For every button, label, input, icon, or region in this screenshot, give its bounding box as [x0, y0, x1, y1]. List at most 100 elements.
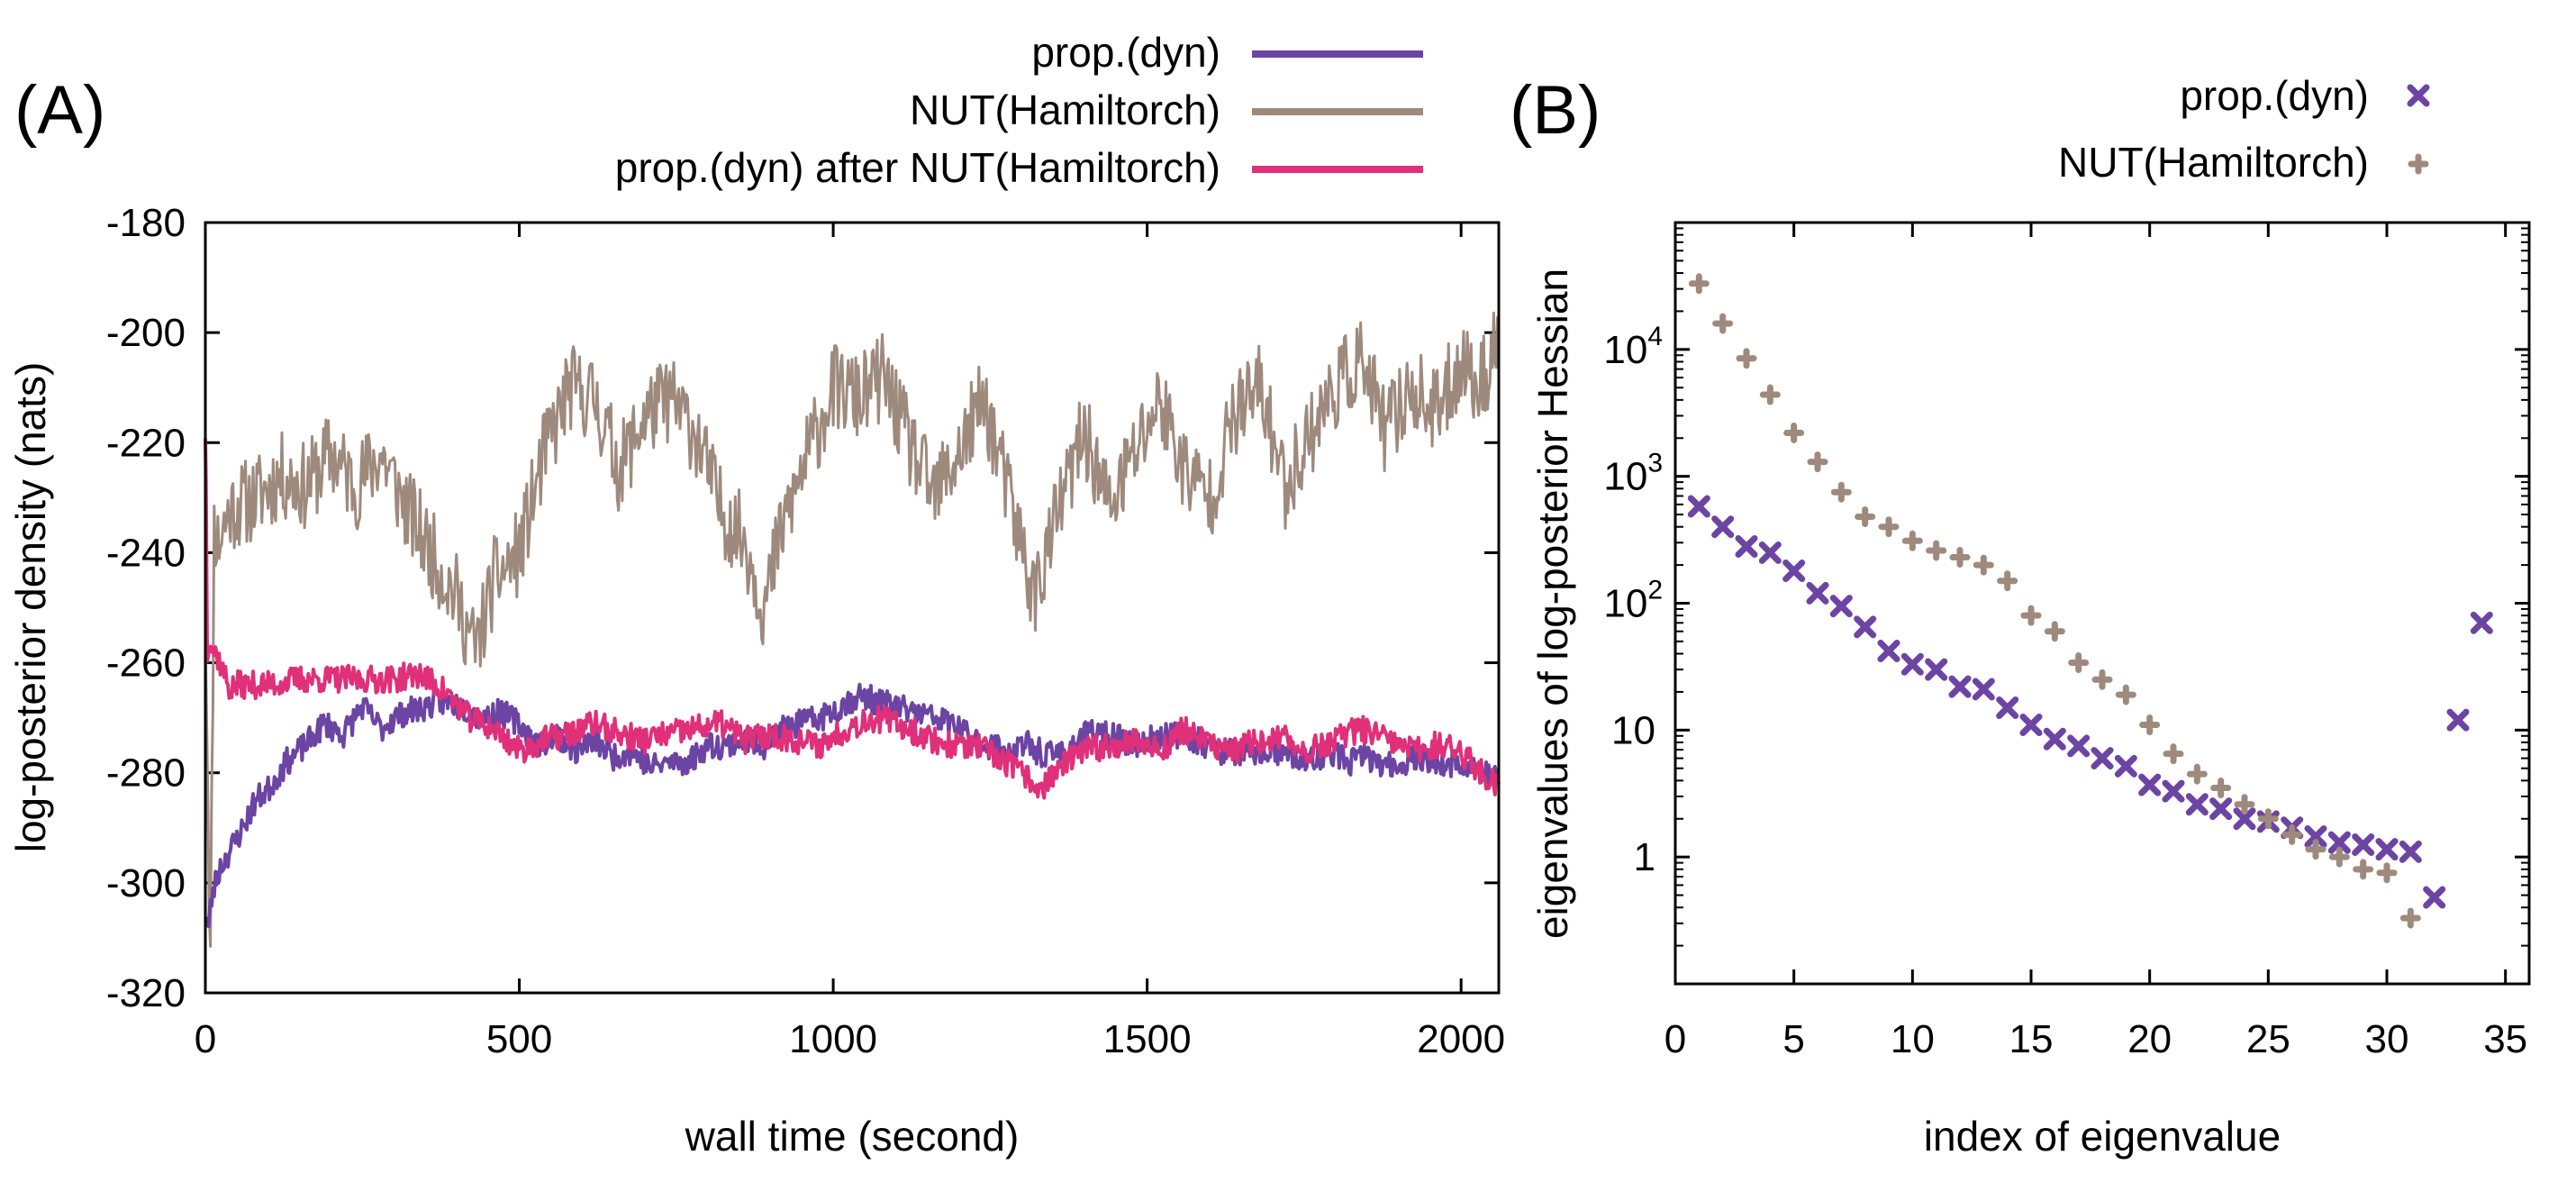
- legend-a-prop-label: prop.(dyn): [1031, 29, 1220, 76]
- y-tick-label-b-exp: 3: [1647, 449, 1663, 478]
- point-nut: [1855, 506, 1876, 528]
- y-tick-label-b-exp: 2: [1647, 576, 1663, 605]
- x-axis-label-b: index of eigenvalue: [1924, 1113, 2281, 1160]
- axis-ticks-a: 0 500 1000 1500 2000 -180 -200 -220 -240 -260 -280…: [106, 201, 1505, 1061]
- x-tick-label-a: 2000: [1417, 1017, 1505, 1061]
- point-prop: [2162, 779, 2185, 803]
- point-prop: [1782, 560, 1806, 583]
- y-tick-label-a: -260: [106, 641, 186, 686]
- point-nut: [1783, 422, 1805, 443]
- point-nut: [2186, 763, 2208, 785]
- chart-b: (B) prop.(dyn) NUT(Hamiltorch) 0 5 10 15 20 2…: [1510, 72, 2531, 1160]
- legend-b-prop-marker: [2407, 84, 2430, 107]
- series-line-nut: [204, 311, 1501, 948]
- point-prop: [2446, 708, 2470, 732]
- point-prop: [2352, 833, 2375, 857]
- point-prop: [2304, 824, 2327, 848]
- point-prop: [1829, 595, 1853, 618]
- point-nut: [1759, 384, 1781, 405]
- x-tick-label-b: 15: [2009, 1017, 2054, 1061]
- point-prop: [2067, 734, 2091, 758]
- point-nut: [2281, 823, 2303, 845]
- point-nut: [2210, 778, 2232, 799]
- y-axis-label-b: eigenvalues of log-posterior Hessian: [1529, 268, 1576, 939]
- y-tick-label-a: -220: [106, 421, 186, 465]
- plot-frame-b: [1673, 221, 2531, 986]
- point-nut: [2257, 808, 2279, 830]
- point-prop: [2091, 747, 2114, 770]
- point-prop: [1854, 615, 1877, 639]
- y-tick-label-a: -320: [106, 971, 186, 1015]
- point-nut: [2163, 743, 2184, 765]
- y-axis-label-a: log-posterior density (nats): [7, 362, 54, 853]
- point-prop: [1687, 495, 1710, 518]
- x-tick-label-b: 20: [2127, 1017, 2172, 1061]
- point-nut: [1736, 348, 1757, 369]
- point-nut: [2353, 859, 2374, 880]
- point-nut: [2234, 794, 2255, 815]
- y-tick-label-a: -200: [106, 311, 186, 355]
- chart-a: (A) prop.(dyn) NUT(Hamiltorch) prop.(dyn…: [7, 29, 1505, 1160]
- point-nut: [1949, 547, 1971, 569]
- point-nut: [2091, 669, 2113, 690]
- point-nut: [1997, 570, 2018, 592]
- point-prop: [2185, 793, 2209, 816]
- point-prop: [1996, 696, 2019, 720]
- panel-b-label: (B): [1510, 72, 1601, 149]
- y-tick-label-b: 103: [1603, 449, 1663, 499]
- point-prop: [2233, 807, 2256, 831]
- point-prop: [2209, 797, 2233, 821]
- point-prop: [2423, 886, 2446, 909]
- point-prop: [1735, 535, 1758, 559]
- point-nut: [1926, 540, 1947, 561]
- legend-b: prop.(dyn) NUT(Hamiltorch): [2058, 72, 2430, 186]
- point-nut: [2020, 605, 2042, 626]
- point-prop: [1900, 652, 1924, 676]
- point-prop: [1948, 675, 1972, 698]
- point-nut: [2139, 714, 2161, 736]
- point-prop: [1711, 515, 1735, 539]
- y-tick-label-a: -300: [106, 861, 186, 905]
- series-b: [1687, 273, 2493, 929]
- y-tick-label-a: -180: [106, 201, 186, 245]
- point-nut: [2376, 862, 2398, 884]
- series-a: [204, 311, 1501, 948]
- legend-a: prop.(dyn) NUT(Hamiltorch) prop.(dyn) af…: [615, 29, 1423, 191]
- legend-marker-plus: [2408, 153, 2429, 175]
- point-prop: [2470, 611, 2493, 634]
- point-nut: [1973, 554, 1994, 576]
- point-prop: [1877, 640, 1900, 663]
- y-tick-label-b: 10: [1611, 708, 1655, 752]
- point-prop: [2114, 754, 2137, 778]
- y-tick-label-a: -280: [106, 751, 186, 796]
- x-tick-label-b: 30: [2365, 1017, 2409, 1061]
- point-nut: [2399, 907, 2421, 929]
- point-prop: [2019, 714, 2043, 737]
- point-nut: [2044, 621, 2065, 642]
- legend-marker-x: [2407, 84, 2430, 107]
- point-prop: [2375, 838, 2399, 861]
- point-nut: [1688, 273, 1710, 295]
- series-line-after: [204, 438, 1501, 800]
- point-nut: [2305, 839, 2327, 860]
- point-prop: [2043, 727, 2066, 751]
- x-tick-label-a: 0: [195, 1017, 216, 1061]
- point-nut: [2115, 684, 2136, 705]
- point-nut: [1878, 516, 1900, 538]
- point-nut: [1830, 481, 1852, 503]
- legend-b-nut-label: NUT(Hamiltorch): [2058, 139, 2369, 186]
- y-tick-label-b-base: 10: [1603, 455, 1647, 499]
- point-prop: [2138, 773, 2162, 796]
- y-tick-label-b-exp: 4: [1647, 322, 1663, 351]
- point-prop: [1972, 678, 1995, 701]
- y-tick-label-b-base: 10: [1603, 582, 1647, 626]
- x-tick-label-b: 25: [2246, 1017, 2290, 1061]
- point-nut: [1712, 313, 1734, 334]
- legend-b-nut-marker: [2408, 153, 2429, 175]
- point-prop: [2327, 831, 2351, 854]
- x-tick-label-b: 35: [2483, 1017, 2527, 1061]
- point-nut: [2068, 651, 2090, 673]
- y-tick-label-a: -240: [106, 531, 186, 575]
